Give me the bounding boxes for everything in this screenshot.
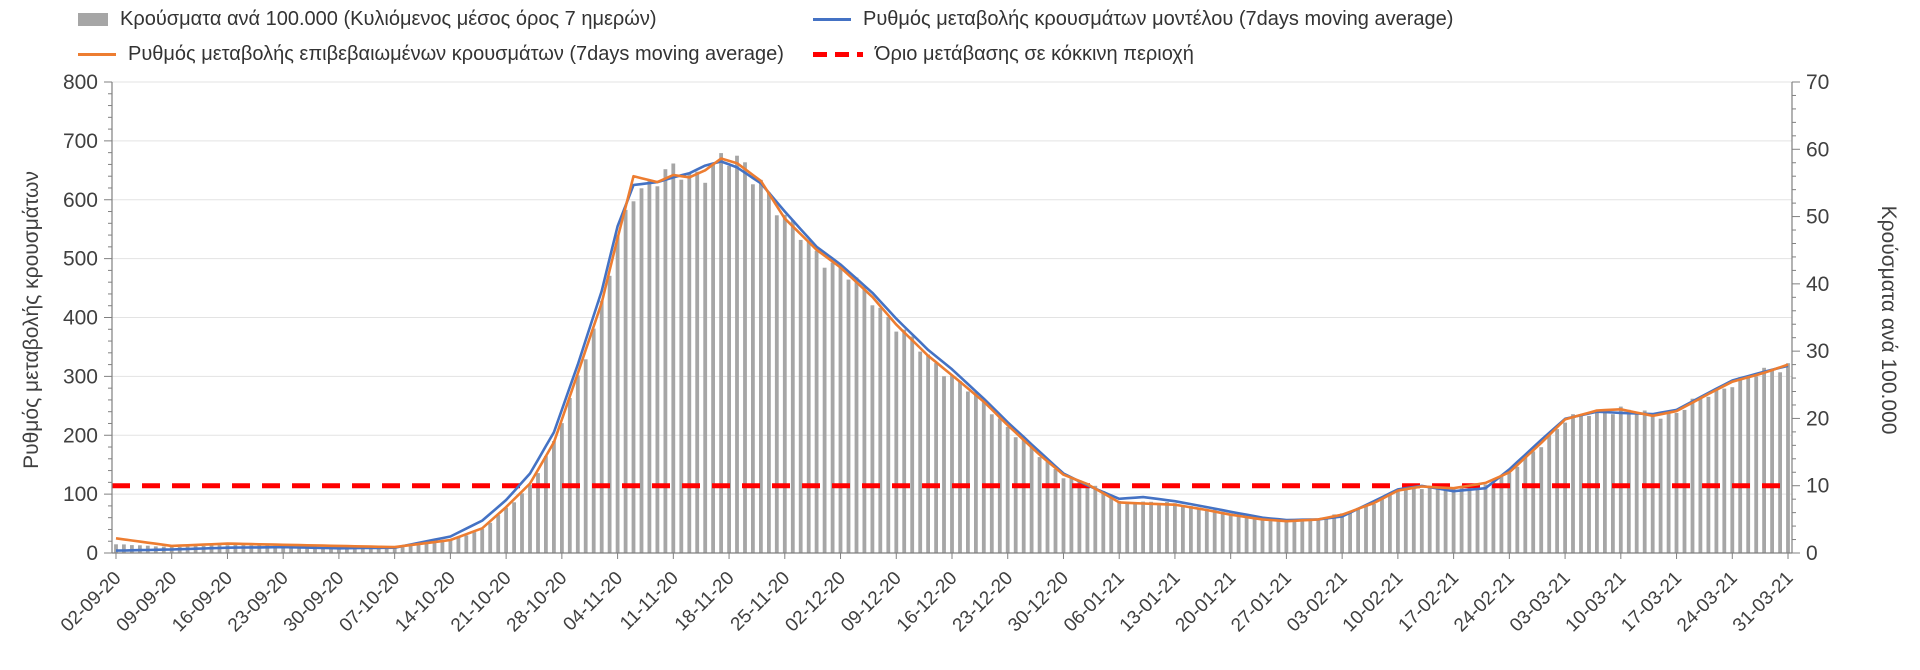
legend-item-model-line: Ρυθμός μεταβολής κρουσμάτων μοντέλου (7d… [813, 8, 1453, 31]
svg-text:700: 700 [63, 130, 98, 153]
svg-text:10-03-21: 10-03-21 [1562, 568, 1631, 637]
svg-text:09-09-20: 09-09-20 [113, 568, 182, 637]
svg-text:02-09-20: 02-09-20 [57, 568, 126, 637]
x-axis-labels: 02-09-2009-09-2016-09-2023-09-2030-09-20… [57, 568, 1798, 637]
legend-label-confirmed-line: Ρυθμός μεταβολής επιβεβαιωμένων κρουσμάτ… [128, 43, 784, 65]
svg-text:70: 70 [1806, 71, 1829, 94]
svg-text:16-09-20: 16-09-20 [168, 568, 237, 637]
svg-text:16-12-20: 16-12-20 [893, 568, 962, 637]
svg-text:28-10-20: 28-10-20 [503, 568, 572, 637]
svg-text:03-02-21: 03-02-21 [1283, 568, 1352, 637]
svg-text:18-11-20: 18-11-20 [671, 568, 739, 636]
svg-text:500: 500 [63, 248, 98, 271]
legend-label-cases-bars: Κρούσματα ανά 100.000 (Κυλιόμενος μέσος … [120, 8, 657, 30]
svg-text:30-09-20: 30-09-20 [280, 568, 349, 637]
svg-text:400: 400 [63, 307, 98, 330]
x-axis-ticks [115, 553, 1789, 559]
svg-text:30-12-20: 30-12-20 [1004, 568, 1073, 637]
svg-text:20: 20 [1806, 407, 1829, 430]
legend-item-confirmed-line: Ρυθμός μεταβολής επιβεβαιωμένων κρουσμάτ… [78, 43, 813, 66]
svg-text:0: 0 [1806, 542, 1818, 565]
bar-swatch-icon [78, 13, 108, 26]
svg-text:11-11-20: 11-11-20 [616, 568, 683, 635]
svg-text:60: 60 [1806, 138, 1829, 161]
y-axis-right-ticks [1792, 81, 1800, 554]
svg-text:800: 800 [63, 71, 98, 94]
svg-text:09-12-20: 09-12-20 [837, 568, 906, 637]
svg-text:10: 10 [1806, 475, 1829, 498]
y-axis-right-labels: 0 10 20 30 40 50 60 70 [1806, 71, 1829, 565]
legend-label-model-line: Ρυθμός μεταβολής κρουσμάτων μοντέλου (7d… [863, 8, 1454, 30]
svg-text:31-03-21: 31-03-21 [1729, 568, 1798, 637]
y-axis-left-ticks [104, 81, 112, 554]
legend-item-cases-bars: Κρούσματα ανά 100.000 (Κυλιόμενος μέσος … [78, 8, 813, 31]
svg-text:23-12-20: 23-12-20 [949, 568, 1018, 637]
blue-line-swatch-icon [813, 18, 851, 21]
svg-text:13-01-21: 13-01-21 [1116, 568, 1185, 637]
svg-text:0: 0 [86, 542, 98, 565]
svg-text:21-10-20: 21-10-20 [447, 568, 516, 637]
svg-text:100: 100 [63, 483, 98, 506]
svg-text:03-03-21: 03-03-21 [1506, 568, 1575, 637]
svg-text:27-01-21: 27-01-21 [1227, 568, 1296, 637]
svg-text:300: 300 [63, 365, 98, 388]
svg-text:200: 200 [63, 424, 98, 447]
svg-text:50: 50 [1806, 206, 1829, 229]
svg-text:23-09-20: 23-09-20 [224, 568, 293, 637]
svg-text:04-11-20: 04-11-20 [559, 568, 627, 636]
legend-label-red-threshold: Όριο μετάβασης σε κόκκινη περιοχή [875, 43, 1194, 65]
svg-text:07-10-20: 07-10-20 [336, 568, 405, 637]
bars-series [114, 153, 1790, 554]
svg-text:02-12-20: 02-12-20 [781, 568, 850, 637]
orange-line-swatch-icon [78, 53, 116, 56]
svg-text:40: 40 [1806, 273, 1829, 296]
red-dash-swatch-icon [813, 52, 863, 57]
svg-text:17-03-21: 17-03-21 [1617, 568, 1686, 637]
svg-text:24-03-21: 24-03-21 [1673, 568, 1742, 637]
legend-item-red-threshold: Όριο μετάβασης σε κόκκινη περιοχή [813, 43, 1453, 66]
svg-text:20-01-21: 20-01-21 [1172, 568, 1241, 637]
svg-text:17-02-21: 17-02-21 [1395, 568, 1464, 637]
y-axis-left-labels: 0 100 200 300 400 500 600 700 800 [63, 71, 98, 565]
svg-text:10-02-21: 10-02-21 [1339, 568, 1408, 637]
confirmed-line [115, 157, 1789, 549]
svg-text:24-02-21: 24-02-21 [1450, 568, 1519, 637]
svg-text:30: 30 [1806, 340, 1829, 363]
svg-text:06-01-21: 06-01-21 [1060, 568, 1129, 637]
legend: Κρούσματα ανά 100.000 (Κυλιόμενος μέσος … [78, 8, 1453, 66]
svg-text:600: 600 [63, 189, 98, 212]
svg-text:14-10-20: 14-10-20 [391, 568, 460, 637]
